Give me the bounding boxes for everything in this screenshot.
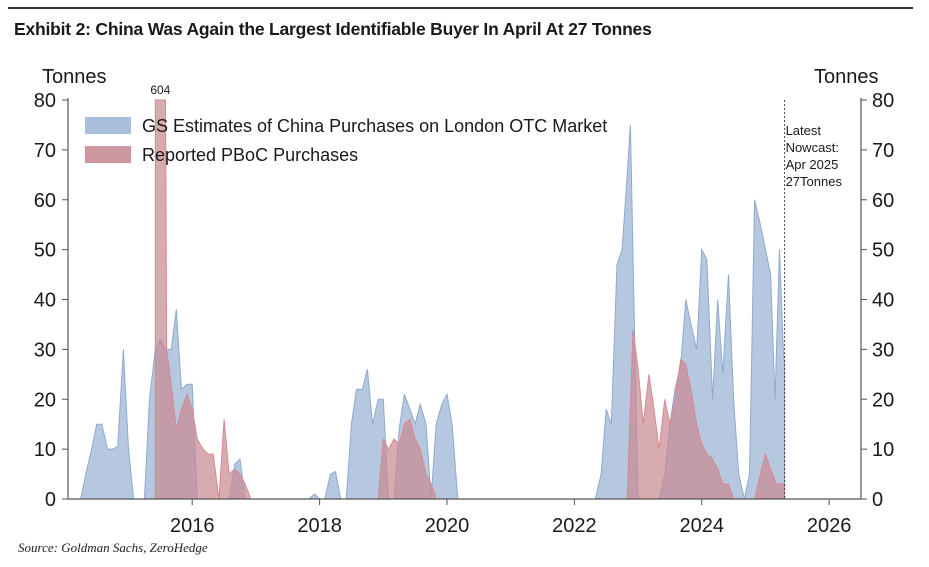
- y-tick-label-right: 50: [872, 240, 894, 262]
- y-tick-label-left: 0: [45, 489, 56, 511]
- x-tick-label: 2016: [170, 515, 215, 537]
- area-layer: [80, 99, 786, 500]
- x-tick-label: 2024: [680, 515, 725, 537]
- y-tick-label-right: 60: [872, 190, 894, 212]
- series-pboc-area: [154, 99, 786, 500]
- y-tick-label-left: 20: [34, 389, 56, 411]
- y-tick-label-left: 40: [34, 290, 56, 312]
- y-tick-label-right: 70: [872, 140, 894, 162]
- y-tick-label-left: 30: [34, 339, 56, 361]
- y-tick-label-right: 0: [872, 489, 883, 511]
- y-tick-label-right: 80: [872, 90, 894, 112]
- y-axis-label-right: Tonnes: [814, 66, 879, 88]
- source-note: Source: Goldman Sachs, ZeroHedge: [18, 540, 208, 555]
- legend-swatch-gs: [85, 117, 131, 134]
- chart-title: Exhibit 2: China Was Again the Largest I…: [14, 19, 652, 39]
- y-tick-label-right: 40: [872, 290, 894, 312]
- y-axis-label-left: Tonnes: [42, 66, 107, 88]
- nowcast-label-line: Apr 2025: [786, 157, 839, 172]
- x-tick-label: 2018: [297, 515, 342, 537]
- nowcast-annotation: Latest Nowcast: Apr 2025 27Tonnes: [786, 123, 843, 189]
- y-tick-label-left: 10: [34, 439, 56, 461]
- y-tick-label-left: 80: [34, 90, 56, 112]
- top-rule: [8, 7, 913, 9]
- nowcast-label-line: 27Tonnes: [786, 174, 843, 189]
- y-tick-label-left: 70: [34, 140, 56, 162]
- y-tick-label-right: 10: [872, 439, 894, 461]
- y-tick-label-right: 30: [872, 339, 894, 361]
- legend-label-pboc: Reported PBoC Purchases: [142, 145, 358, 165]
- nowcast-label-line: Nowcast:: [786, 140, 839, 155]
- nowcast-label-line: Latest: [786, 123, 822, 138]
- axes-layer: [67, 98, 862, 500]
- y-tick-label-right: 20: [872, 389, 894, 411]
- legend: GS Estimates of China Purchases on Londo…: [85, 116, 607, 165]
- spike-annotation-label: 604: [150, 83, 170, 97]
- x-tick-label: 2022: [552, 515, 597, 537]
- x-tick-label: 2026: [807, 515, 852, 537]
- legend-label-gs: GS Estimates of China Purchases on Londo…: [142, 116, 607, 136]
- y-tick-label-left: 50: [34, 240, 56, 262]
- x-tick-label: 2020: [425, 515, 470, 537]
- legend-swatch-pboc: [85, 146, 131, 163]
- y-tick-label-left: 60: [34, 190, 56, 212]
